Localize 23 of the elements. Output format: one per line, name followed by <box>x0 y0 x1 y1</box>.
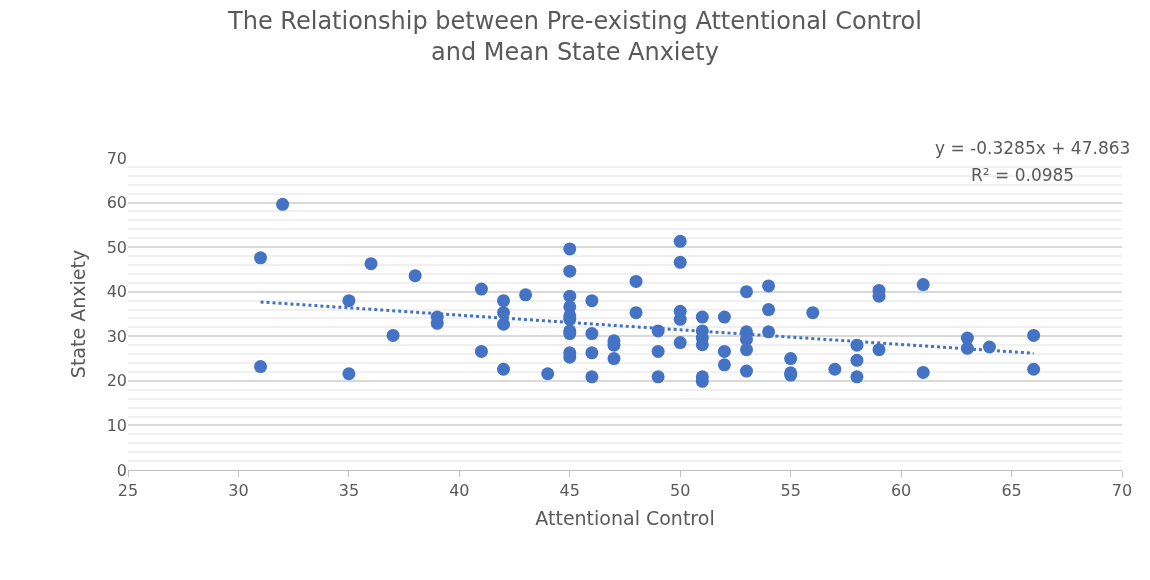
x-tick-label: 25 <box>117 481 139 501</box>
y-tick-label: 0 <box>116 460 127 480</box>
x-tick-label: 65 <box>1001 481 1022 501</box>
chart-title: The Relationship between Pre-existing Attentional Control and Mean State Anxiety <box>227 7 922 67</box>
x-tick-label: 35 <box>338 481 360 501</box>
x-tick-label: 30 <box>228 481 249 501</box>
x-tick-label: 40 <box>449 481 470 501</box>
x-tick-label: 70 <box>1111 481 1133 501</box>
y-tick-label: 60 <box>106 193 127 213</box>
x-tick-label: 50 <box>670 481 691 501</box>
y-tick-label: 50 <box>106 237 127 257</box>
y-tick-label: 70 <box>106 148 127 168</box>
annotation: R² = 0.0985 <box>971 165 1075 185</box>
x-axis-title: Attentional Control <box>535 507 715 529</box>
y-tick-label: 10 <box>106 416 127 436</box>
x-tick-label: 55 <box>780 481 801 501</box>
y-tick-label: 30 <box>106 326 127 346</box>
x-tick-label: 60 <box>890 481 912 501</box>
annotation: y = -0.3285x + 47.863 <box>935 138 1131 158</box>
x-tick-label: 45 <box>559 481 580 501</box>
y-axis-title: State Anxiety <box>67 249 90 379</box>
y-tick-label: 40 <box>106 282 127 302</box>
y-tick-label: 20 <box>106 371 127 391</box>
